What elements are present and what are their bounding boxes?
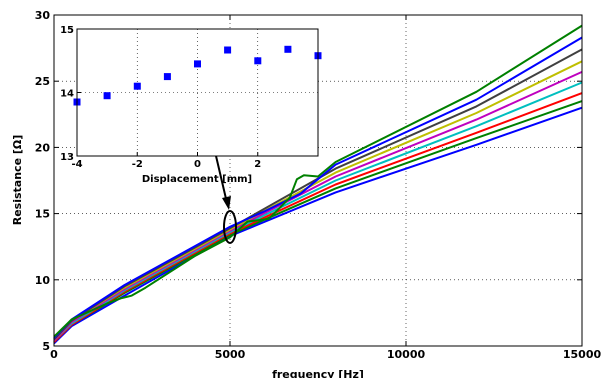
inset-data-point [133, 82, 141, 90]
main-x-tick-label: 15000 [563, 348, 602, 361]
inset-data-point [224, 46, 232, 54]
inset-y-ticks: 13 14 15 [60, 25, 81, 163]
main-x-tick-label: 10000 [387, 348, 426, 361]
main-series-line-9 [53, 24, 583, 338]
main-y-tick-label: 5 [42, 340, 50, 353]
inset-x-tick-label: 2 [254, 159, 261, 170]
main-y-tick-label: 20 [35, 141, 51, 154]
inset-y-tick-label: 15 [60, 25, 74, 36]
inset-data-point [284, 45, 292, 53]
inset-x-ticks: -4 -2 0 2 [71, 152, 261, 170]
annotation-arrow-head [222, 196, 231, 210]
inset-data-point [103, 92, 111, 100]
main-x-ticks: 0 5000 10000 15000 [50, 15, 601, 361]
inset-x-axis-label: Displacement [mm] [142, 174, 252, 185]
main-x-tick-label: 5000 [215, 348, 246, 361]
inset-data-point [194, 60, 201, 68]
main-y-tick-label: 15 [35, 208, 50, 221]
main-plot-frame [53, 14, 583, 347]
inset-y-tick-label: 13 [60, 152, 74, 163]
main-series-line-8 [53, 36, 583, 339]
main-y-tick-label: 30 [35, 9, 51, 22]
inset-chart: -4 -2 0 2 13 14 15 Displacement [mm] [60, 25, 322, 185]
main-y-axis-label: Resistance [Ω] [11, 135, 24, 226]
inset-grid [77, 29, 318, 156]
inset-y-tick-label: 14 [60, 89, 74, 100]
main-x-tick-label: 0 [50, 348, 58, 361]
inset-x-tick-label: 0 [194, 159, 201, 170]
inset-x-tick-label: -2 [132, 159, 143, 170]
main-y-tick-label: 10 [35, 274, 51, 287]
highlight-ellipse [223, 210, 237, 244]
inset-data-point [254, 57, 262, 65]
inset-data-point [163, 73, 171, 81]
inset-x-tick-label: -4 [71, 159, 82, 170]
main-x-axis-label: frequency [Hz] [272, 368, 364, 378]
main-series-group [53, 24, 583, 345]
main-y-tick-label: 25 [35, 75, 50, 88]
